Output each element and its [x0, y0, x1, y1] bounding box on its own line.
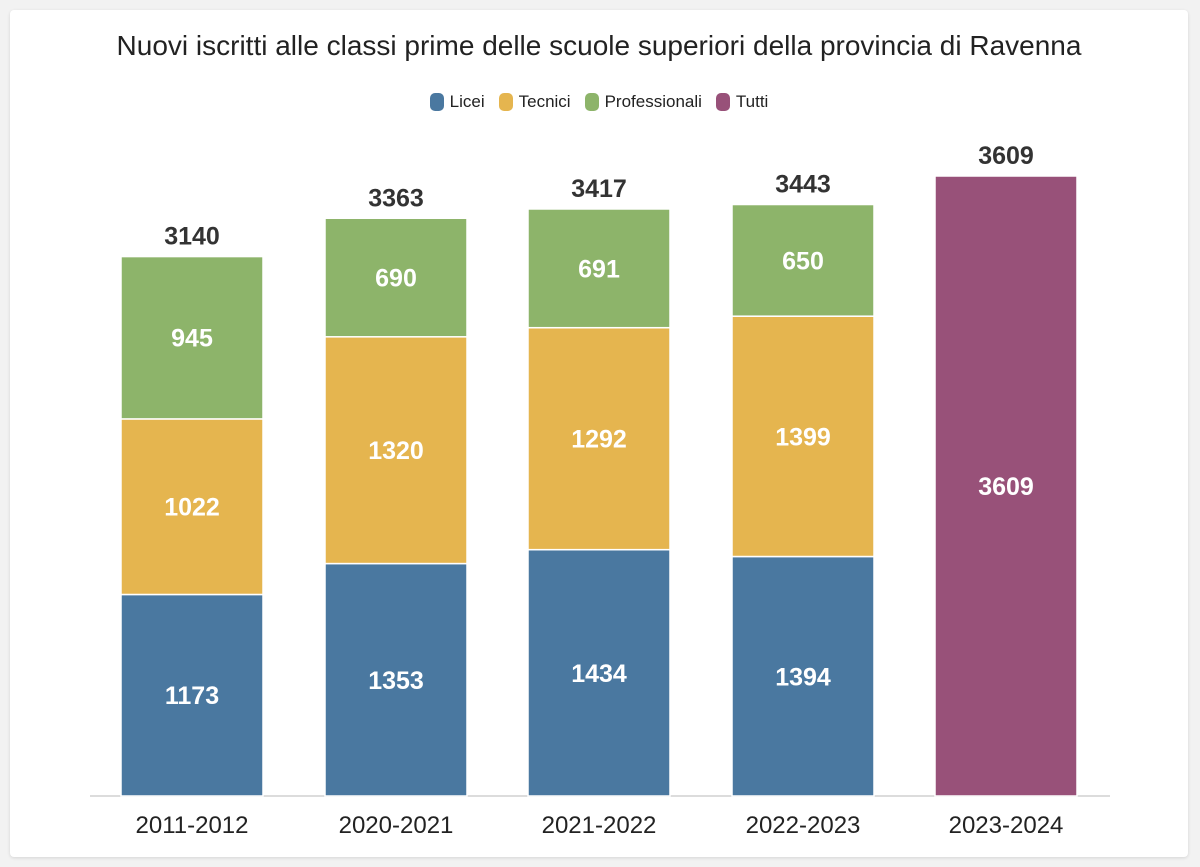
legend-item-tecnici[interactable]: Tecnici	[498, 92, 571, 112]
legend-swatch-tecnici	[498, 93, 513, 111]
value-label-professionali-2022-2023: 650	[782, 247, 824, 275]
legend-item-professionali[interactable]: Professionali	[584, 92, 702, 112]
bar-professionali-2011-2012[interactable]	[120, 255, 264, 420]
total-label-2021-2022: 3417	[571, 175, 627, 203]
value-label-professionali-2020-2021: 690	[375, 265, 417, 293]
legend-swatch-professionali	[584, 93, 599, 111]
legend-swatch-tutti	[715, 93, 730, 111]
x-tick-label-2023-2024: 2023-2024	[949, 812, 1064, 839]
value-label-licei-2022-2023: 1394	[775, 663, 831, 691]
value-label-licei-2020-2021: 1353	[368, 667, 424, 695]
legend-label-tecnici: Tecnici	[518, 92, 571, 111]
value-label-professionali-2021-2022: 691	[578, 255, 620, 283]
bar-tecnici-2021-2022[interactable]	[527, 326, 671, 551]
bar-tecnici-2022-2023[interactable]	[731, 315, 875, 558]
value-label-professionali-2011-2012: 945	[171, 325, 213, 353]
bar-tecnici-2011-2012[interactable]	[120, 418, 264, 596]
x-tick-label-2022-2023: 2022-2023	[746, 812, 861, 839]
bar-licei-2021-2022[interactable]	[527, 548, 671, 797]
chart-legend: Licei Tecnici Professionali Tutti	[10, 92, 1188, 112]
value-label-tecnici-2020-2021: 1320	[368, 437, 424, 465]
value-label-licei-2011-2012: 1173	[165, 682, 219, 710]
legend-item-licei[interactable]: Licei	[429, 92, 485, 112]
legend-label-professionali: Professionali	[604, 92, 702, 111]
bar-licei-2022-2023[interactable]	[731, 555, 875, 797]
bar-licei-2011-2012[interactable]	[120, 593, 264, 797]
x-tick-label-2011-2012: 2011-2012	[136, 812, 249, 839]
value-label-tecnici-2011-2012: 1022	[164, 494, 220, 522]
value-label-tecnici-2021-2022: 1292	[571, 426, 627, 454]
chart-title: Nuovi iscritti alle classi prime delle s…	[116, 30, 1082, 61]
total-label-2022-2023: 3443	[775, 171, 831, 199]
legend-label-tutti: Tutti	[735, 92, 769, 111]
bar-professionali-2021-2022[interactable]	[527, 208, 671, 329]
value-label-tutti-2023-2024: 3609	[978, 473, 1034, 501]
value-label-licei-2021-2022: 1434	[571, 660, 627, 688]
x-tick-label-2021-2022: 2021-2022	[542, 812, 657, 839]
bar-tutti-2023-2024[interactable]	[934, 175, 1078, 797]
total-label-2023-2024: 3609	[978, 142, 1034, 170]
legend-label-licei: Licei	[449, 92, 485, 111]
value-label-tecnici-2022-2023: 1399	[775, 423, 831, 451]
total-label-2020-2021: 3363	[368, 184, 424, 212]
bar-tecnici-2020-2021[interactable]	[324, 336, 468, 565]
legend-swatch-licei	[429, 93, 444, 111]
x-tick-label-2020-2021: 2020-2021	[339, 812, 454, 839]
bar-licei-2020-2021[interactable]	[324, 562, 468, 797]
bar-professionali-2020-2021[interactable]	[324, 217, 468, 338]
bar-professionali-2022-2023[interactable]	[731, 203, 875, 317]
legend-item-tutti[interactable]: Tutti	[715, 92, 769, 112]
total-label-2011-2012: 3140	[164, 223, 220, 251]
